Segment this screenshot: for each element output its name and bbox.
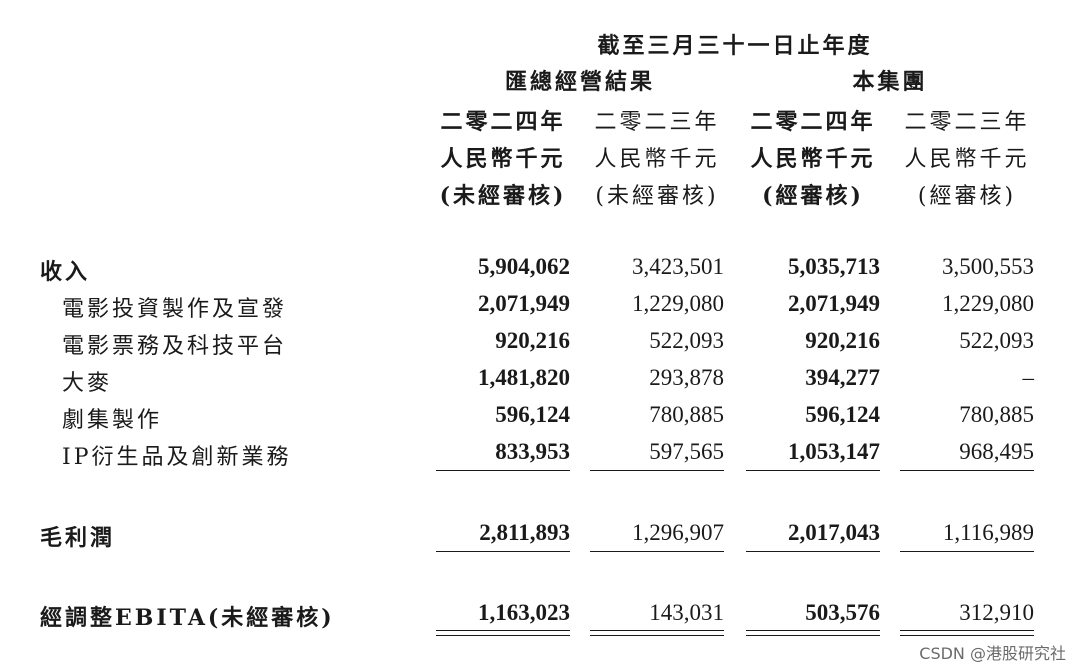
row-value: 1,229,080 — [942, 291, 1034, 316]
row-label-revenue: 收入 — [40, 259, 91, 285]
total-double-rule — [746, 630, 880, 636]
row-value: 143,031 — [649, 600, 724, 625]
row-label-gross-profit: 毛利潤 — [40, 525, 116, 551]
col4-audit: (經審核) — [917, 184, 1017, 209]
row-value: 5,904,062 — [478, 254, 570, 279]
subtotal-rule — [746, 551, 880, 552]
subtotal-rule — [590, 470, 724, 471]
total-double-rule — [900, 630, 1034, 636]
row-value: 2,071,949 — [478, 291, 570, 316]
consolidated-heading: 匯總經營結果 — [504, 69, 655, 95]
row-value: 3,500,553 — [942, 254, 1034, 279]
row-value: 1,296,907 — [632, 520, 724, 545]
row-value: 920,216 — [495, 328, 570, 353]
row-label-adjusted-ebita: 經調整EBITA(未經審核) — [40, 605, 335, 631]
row-value: 833,953 — [495, 439, 570, 464]
row-label-ip: IP衍生品及創新業務 — [62, 445, 292, 470]
subtotal-rule — [900, 551, 1034, 552]
row-value: 596,124 — [805, 402, 880, 427]
subtotal-rule — [746, 470, 880, 471]
row-value: 2,811,893 — [479, 520, 570, 545]
group-heading: 本集團 — [852, 69, 928, 95]
row-value: 522,093 — [649, 328, 724, 353]
row-value: 968,495 — [959, 439, 1034, 464]
row-label-drama: 劇集製作 — [62, 408, 163, 433]
col3-audit: (經審核) — [762, 183, 864, 209]
subtotal-rule — [900, 470, 1034, 471]
row-value: 1,053,147 — [788, 439, 880, 464]
row-value: 920,216 — [805, 328, 880, 353]
row-value: 394,277 — [805, 365, 880, 390]
row-value: 1,481,820 — [478, 365, 570, 390]
col4-currency: 人民幣千元 — [904, 147, 1030, 172]
col1-audit: (未經審核) — [439, 183, 567, 209]
subtotal-rule — [590, 551, 724, 552]
row-label-ticketing: 電影票務及科技平台 — [62, 334, 288, 359]
row-value: 312,910 — [959, 600, 1034, 625]
col3-currency: 人民幣千元 — [750, 146, 876, 172]
row-label-film-production: 電影投資製作及宣發 — [62, 297, 288, 322]
row-value: 2,017,043 — [788, 520, 880, 545]
row-value: 3,423,501 — [632, 254, 724, 279]
row-value: 1,163,023 — [478, 600, 570, 625]
row-value: – — [1022, 365, 1035, 390]
col1-year: 二零二四年 — [440, 109, 566, 135]
row-value: 293,878 — [649, 365, 724, 390]
row-value: 780,885 — [959, 402, 1034, 427]
col2-year: 二零二三年 — [594, 110, 720, 135]
watermark-text: CSDN @港股研究社 — [919, 644, 1066, 663]
row-value: 522,093 — [959, 328, 1034, 353]
subtotal-rule — [436, 551, 570, 552]
row-value: 5,035,713 — [788, 254, 880, 279]
col3-year: 二零二四年 — [750, 109, 876, 135]
row-value: 503,576 — [805, 600, 880, 625]
total-double-rule — [590, 630, 724, 636]
total-double-rule — [436, 630, 570, 636]
row-value: 780,885 — [649, 402, 724, 427]
subtotal-rule — [436, 470, 570, 471]
row-value: 1,116,989 — [942, 520, 1034, 545]
col2-audit: (未經審核) — [595, 184, 719, 209]
row-value: 1,229,080 — [632, 291, 724, 316]
row-value: 597,565 — [649, 439, 724, 464]
col2-currency: 人民幣千元 — [594, 147, 720, 172]
row-label-damai: 大麥 — [62, 371, 113, 396]
period-heading: 截至三月三十一日止年度 — [597, 33, 873, 59]
row-value: 2,071,949 — [788, 291, 880, 316]
row-value: 596,124 — [495, 402, 570, 427]
col4-year: 二零二三年 — [904, 110, 1030, 135]
col1-currency: 人民幣千元 — [440, 146, 566, 172]
